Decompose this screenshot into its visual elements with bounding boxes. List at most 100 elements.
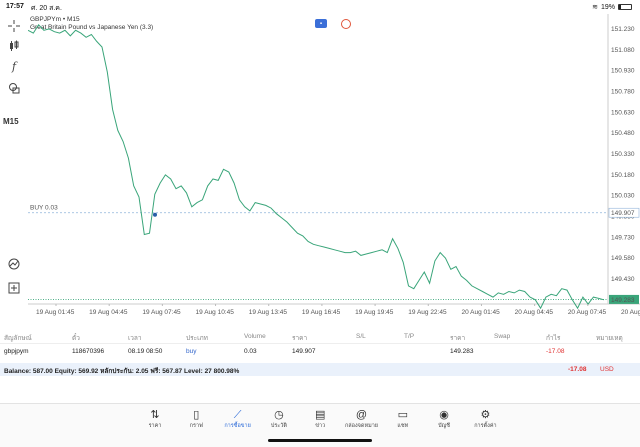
buy-price-badge: [608, 207, 640, 218]
nav-item-label: ข่าว: [315, 423, 326, 429]
home-indicator[interactable]: [268, 439, 372, 442]
nav-item-trade[interactable]: ⟋ การซื้อขาย: [218, 408, 258, 430]
candles-icon: ▯: [193, 409, 200, 421]
column-header[interactable]: Swap: [494, 333, 511, 340]
nav-item-history[interactable]: ◷ ประวัติ: [259, 408, 299, 430]
trade-icon: ⟋: [233, 409, 242, 421]
x-tick-label: 19 Aug 10:45: [196, 309, 235, 316]
one-click-trading-icon[interactable]: [341, 19, 351, 29]
nav-item-label: กราฟ: [189, 423, 203, 429]
balance-profit: -17.08: [568, 366, 587, 373]
column-header[interactable]: สัญลักษณ์: [4, 335, 32, 342]
column-header[interactable]: Volume: [244, 333, 266, 340]
nav-item-label: แชท: [397, 423, 409, 429]
price-series-line: [28, 23, 605, 310]
y-tick-label: 150.180: [611, 172, 635, 179]
nav-item-quotes[interactable]: ⇅ ราคา: [135, 408, 175, 430]
nav-item-mailbox[interactable]: @ กล่องจดหมาย: [342, 408, 382, 430]
x-tick-label: 19 Aug 19:45: [355, 309, 394, 316]
positions-table: สัญลักษณ์ ตั๋ว เวลา ประเภท Volume ราคา S/L T/P ร…: [0, 330, 640, 358]
nav-item-news[interactable]: ▤ ข่าว: [300, 408, 340, 430]
cell-type: buy: [186, 348, 197, 355]
column-header[interactable]: ตั๋ว: [72, 335, 80, 342]
chart-symbol: GBPJPYm • M15: [30, 16, 80, 23]
x-tick-label: 20 Aug 10:4: [621, 309, 640, 316]
x-tick-label: 19 Aug 01:45: [36, 309, 75, 316]
x-tick-label: 19 Aug 22:45: [408, 309, 447, 316]
x-tick-label: 20 Aug 04:45: [515, 309, 554, 316]
flag-icon[interactable]: ▪: [315, 19, 327, 28]
column-header[interactable]: ราคา: [450, 335, 466, 342]
mailbox-icon: @: [355, 409, 368, 421]
y-tick-label: 150.480: [611, 130, 635, 137]
table-body: gbpjpym 118670396 08.19 08:50 buy 0.03 149.90…: [0, 344, 640, 358]
current-price-text: 149.283: [611, 297, 635, 304]
y-tick-label: 149.730: [611, 234, 635, 241]
nav-item-label: กล่องจดหมาย: [344, 423, 379, 429]
y-tick-label: 150.780: [611, 88, 635, 95]
y-tick-label: 149.430: [611, 276, 635, 283]
buy-price-text: 149.907: [611, 210, 635, 217]
table-row[interactable]: gbpjpym 118670396 08.19 08:50 buy 0.03 149.90…: [0, 344, 640, 358]
new-order-icon[interactable]: [4, 280, 24, 296]
price-chart[interactable]: GBPJPYm • M15 Great Britain Pound vs Jap…: [28, 14, 640, 318]
nav-item-account[interactable]: ◉ บัญชี: [424, 408, 464, 430]
cell-open-price: 149.907: [292, 348, 316, 355]
timeframe-label[interactable]: M15: [3, 117, 19, 126]
nav-item-label: การตั้งค่า: [474, 423, 497, 429]
trade-level-icon[interactable]: [4, 256, 24, 272]
news-icon: ▤: [314, 409, 326, 421]
cell-ticket: 118670396: [72, 348, 105, 355]
status-time: 17:57: [6, 3, 24, 10]
nav-item-label: การซื้อขาย: [224, 423, 251, 429]
nav-item-label: ประวัติ: [270, 423, 287, 429]
quotes-icon: ⇅: [150, 409, 160, 421]
objects-icon[interactable]: [4, 80, 24, 96]
y-tick-label: 150.330: [611, 151, 635, 158]
column-header[interactable]: กำไร: [546, 335, 561, 342]
battery-icon: [618, 4, 632, 10]
function-icon[interactable]: f: [11, 59, 17, 73]
x-tick-label: 19 Aug 07:45: [142, 309, 181, 316]
column-header[interactable]: เวลา: [128, 335, 142, 342]
settings-icon: ⚙: [480, 409, 491, 421]
crosshair-icon[interactable]: [4, 18, 24, 34]
indicators-candles-icon[interactable]: [4, 38, 24, 54]
cell-time: 08.19 08:50: [128, 348, 163, 355]
nav-item-candles[interactable]: ▯ กราฟ: [176, 408, 216, 430]
column-header[interactable]: หมายเหตุ: [596, 335, 623, 342]
chart-description: Great Britain Pound vs Japanese Yen (3.3…: [30, 24, 154, 31]
chat-icon: ▭: [397, 409, 408, 421]
y-tick-label: 150.030: [611, 193, 635, 200]
cell-price: 149.283: [450, 348, 474, 355]
balance-text: Balance: 587.00 Equity: 569.92 หลักประกั…: [4, 368, 240, 375]
table-header: สัญลักษณ์ ตั๋ว เวลา ประเภท Volume ราคา S/L T/P ร…: [0, 330, 640, 344]
y-tick-label: 151.230: [611, 26, 635, 33]
battery-percent: 19%: [600, 3, 615, 11]
y-tick-label: 151.080: [611, 47, 635, 54]
balance-bar: Balance: 587.00 Equity: 569.92 หลักประกั…: [0, 363, 640, 376]
account-icon: ◉: [439, 409, 449, 421]
cell-symbol: gbpjpym: [4, 348, 29, 355]
chart-svg: 151.230 151.080 150.930 150.780 150.630 150.4…: [28, 14, 640, 316]
battery-fill: [619, 5, 622, 9]
column-header[interactable]: ประเภท: [186, 335, 208, 342]
column-header[interactable]: T/P: [404, 333, 415, 340]
cell-profit: -17.08: [546, 348, 565, 355]
nav-item-label: ราคา: [148, 423, 162, 429]
y-tick-label: 149.580: [611, 255, 635, 262]
wifi-icon: ≋: [592, 4, 598, 11]
column-header[interactable]: S/L: [356, 333, 366, 340]
x-tick-label: 19 Aug 04:45: [89, 309, 128, 316]
nav-item-settings[interactable]: ⚙ การตั้งค่า: [465, 408, 505, 430]
x-tick-label: 19 Aug 13:45: [249, 309, 288, 316]
nav-item-chat[interactable]: ▭ แชท: [383, 408, 423, 430]
column-header[interactable]: ราคา: [292, 335, 308, 342]
current-price-badge: [609, 294, 639, 304]
nav-item-label: บัญชี: [438, 423, 451, 429]
status-date: ศ. 20 ส.ค.: [31, 5, 62, 12]
history-icon: ◷: [274, 409, 284, 421]
entry-point-marker: [153, 212, 157, 217]
chart-toolbar: f M15: [0, 14, 28, 304]
